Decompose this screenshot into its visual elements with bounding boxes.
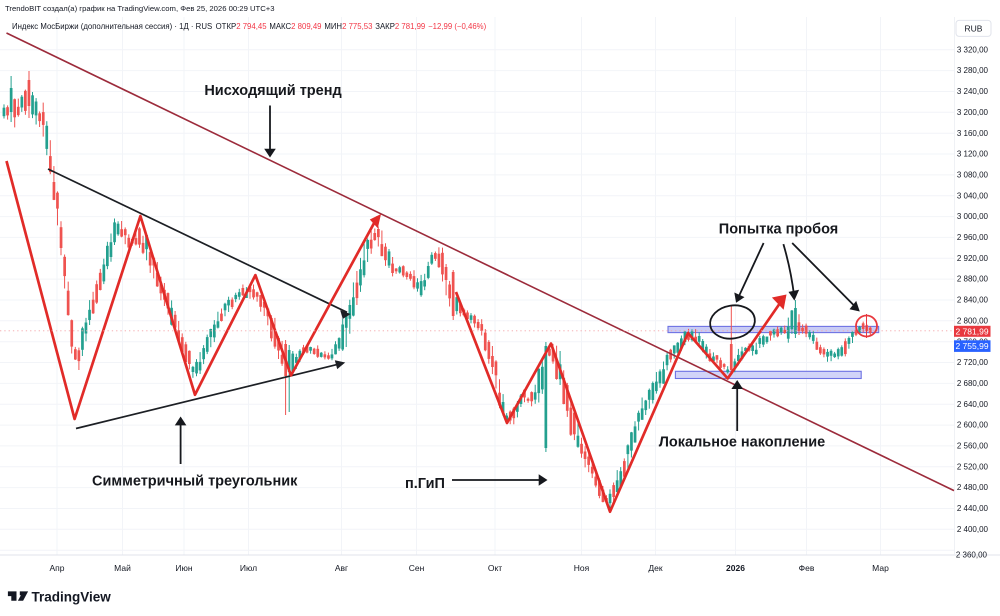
svg-text:Локальное накопление: Локальное накопление xyxy=(659,435,826,451)
svg-text:2 520,00: 2 520,00 xyxy=(957,462,989,471)
svg-text:Фев: Фев xyxy=(799,563,815,573)
svg-text:2 880,00: 2 880,00 xyxy=(957,275,989,284)
svg-text:Окт: Окт xyxy=(488,563,502,573)
svg-text:Сен: Сен xyxy=(409,563,425,573)
svg-text:Июн: Июн xyxy=(175,563,192,573)
svg-text:Нисходящий тренд: Нисходящий тренд xyxy=(204,83,341,99)
svg-text:п.ГиП: п.ГиП xyxy=(405,476,445,492)
svg-text:Ноя: Ноя xyxy=(574,563,590,573)
svg-text:3 120,00: 3 120,00 xyxy=(957,150,989,159)
svg-text:2026: 2026 xyxy=(726,563,745,573)
svg-text:Май: Май xyxy=(114,563,131,573)
svg-text:3 200,00: 3 200,00 xyxy=(957,108,989,117)
svg-text:3 080,00: 3 080,00 xyxy=(957,171,989,180)
svg-text:2 440,00: 2 440,00 xyxy=(957,504,989,513)
svg-text:2 640,00: 2 640,00 xyxy=(957,400,989,409)
svg-text:Симметричный треугольник: Симметричный треугольник xyxy=(92,474,298,490)
svg-text:2 480,00: 2 480,00 xyxy=(957,483,989,492)
svg-text:2 960,00: 2 960,00 xyxy=(957,233,989,242)
svg-text:2 400,00: 2 400,00 xyxy=(957,525,989,534)
svg-text:2 600,00: 2 600,00 xyxy=(957,421,989,430)
svg-text:2 781,99: 2 781,99 xyxy=(955,326,988,336)
svg-text:TradingView: TradingView xyxy=(32,590,112,605)
svg-text:2 840,00: 2 840,00 xyxy=(957,296,989,305)
svg-text:3 000,00: 3 000,00 xyxy=(957,212,989,221)
svg-text:RUB: RUB xyxy=(965,24,983,34)
svg-text:2 360,00: 2 360,00 xyxy=(956,551,988,560)
svg-text:2 720,00: 2 720,00 xyxy=(957,358,989,367)
svg-text:2 755,99: 2 755,99 xyxy=(955,341,988,351)
svg-text:2 560,00: 2 560,00 xyxy=(957,442,989,451)
svg-text:3 240,00: 3 240,00 xyxy=(957,87,989,96)
svg-text:Апр: Апр xyxy=(50,563,65,573)
svg-text:Попытка пробоя: Попытка пробоя xyxy=(719,222,838,238)
svg-text:Мар: Мар xyxy=(872,563,889,573)
svg-text:3 280,00: 3 280,00 xyxy=(957,66,989,75)
svg-text:Авг: Авг xyxy=(335,563,348,573)
svg-text:2 920,00: 2 920,00 xyxy=(957,254,989,263)
svg-text:2 680,00: 2 680,00 xyxy=(957,379,989,388)
svg-text:3 040,00: 3 040,00 xyxy=(957,191,989,200)
svg-text:Дек: Дек xyxy=(648,563,662,573)
svg-text:3 320,00: 3 320,00 xyxy=(957,45,989,54)
svg-text:Июл: Июл xyxy=(240,563,257,573)
svg-text:3 160,00: 3 160,00 xyxy=(957,129,989,138)
svg-text:2 800,00: 2 800,00 xyxy=(957,316,989,325)
